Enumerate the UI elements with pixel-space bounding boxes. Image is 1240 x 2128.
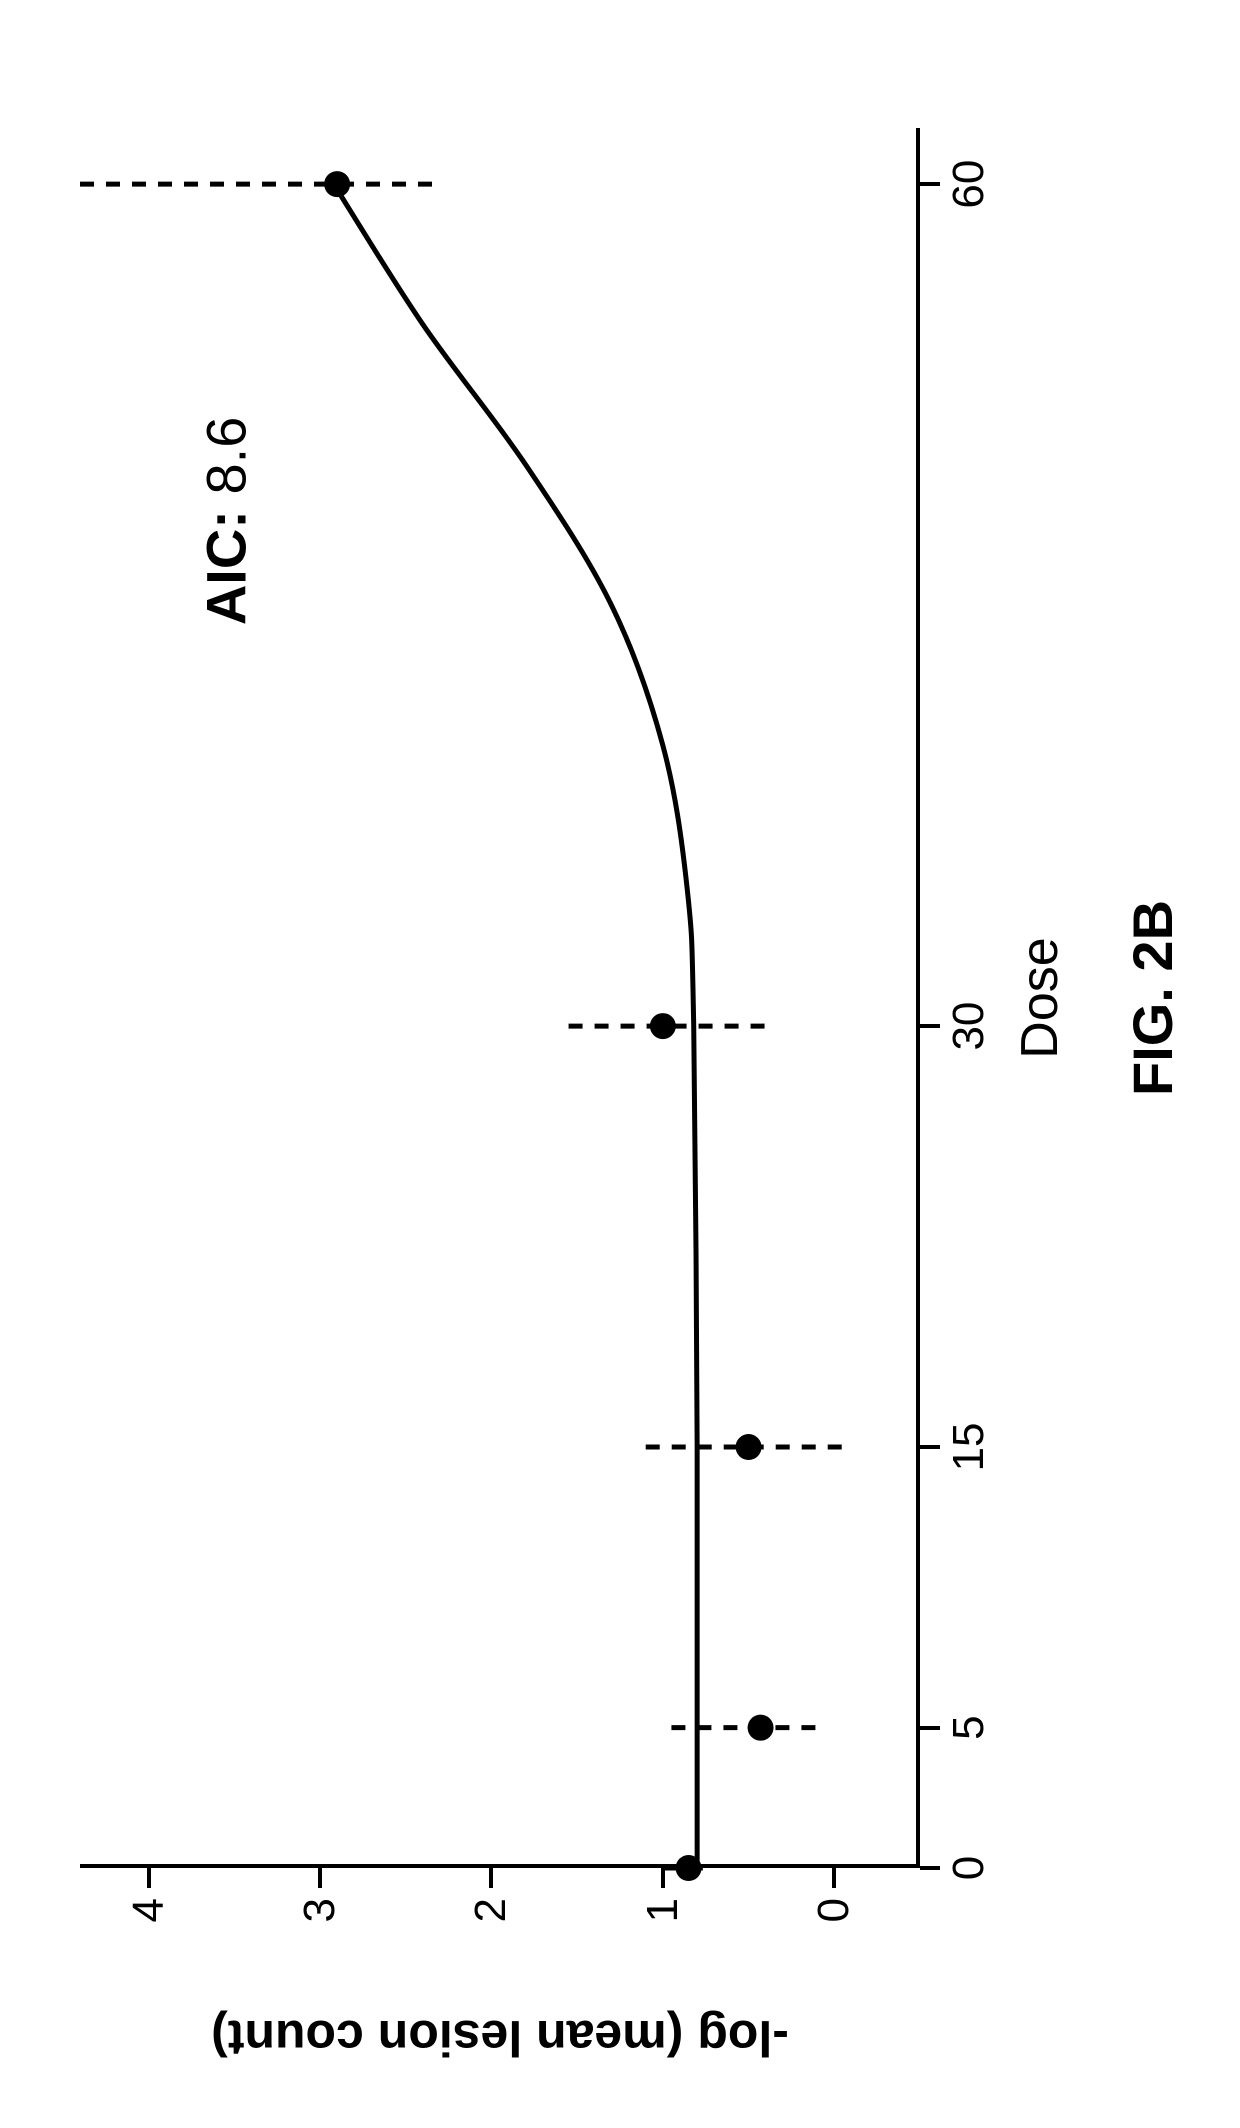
plot-outer: Dose -log (mean lesion count) FIG. 2B AI…: [80, 128, 920, 1868]
x-axis-label: Dose: [1010, 937, 1070, 1058]
data-point: [650, 1013, 676, 1039]
page: Dose -log (mean lesion count) FIG. 2B AI…: [0, 0, 1240, 2128]
y-tick: [832, 1868, 836, 1888]
y-tick-label: 4: [124, 1898, 174, 1922]
chart-rotated-container: Dose -log (mean lesion count) FIG. 2B AI…: [0, 0, 1240, 2128]
y-tick: [661, 1868, 665, 1888]
y-tick: [318, 1868, 322, 1888]
figure-label: FIG. 2B: [1120, 900, 1185, 1096]
x-tick: [920, 182, 940, 186]
y-tick-label: 2: [466, 1898, 516, 1922]
aic-prefix: AIC:: [194, 510, 257, 625]
y-tick-label: 3: [295, 1898, 345, 1922]
x-tick-label: 30: [944, 1002, 994, 1051]
x-tick-label: 5: [944, 1715, 994, 1739]
x-tick: [920, 1024, 940, 1028]
x-tick-label: 60: [944, 160, 994, 209]
y-tick: [147, 1868, 151, 1888]
y-tick-label: 1: [638, 1898, 688, 1922]
y-axis-label: -log (mean lesion count): [211, 2009, 789, 2067]
x-tick: [920, 1726, 940, 1730]
aic-value: 8.6: [194, 417, 257, 495]
plot-svg: [80, 128, 920, 1868]
x-tick-label: 15: [944, 1423, 994, 1472]
aic-label: AIC: 8.6: [193, 417, 258, 626]
data-point: [736, 1434, 762, 1460]
x-tick-label: 0: [944, 1856, 994, 1880]
data-point: [324, 171, 350, 197]
data-point: [676, 1855, 702, 1881]
x-tick: [920, 1445, 940, 1449]
y-tick: [489, 1868, 493, 1888]
data-point: [748, 1715, 774, 1741]
y-tick-label: 0: [809, 1898, 859, 1922]
fitted-curve: [334, 184, 698, 1868]
x-tick: [920, 1866, 940, 1870]
